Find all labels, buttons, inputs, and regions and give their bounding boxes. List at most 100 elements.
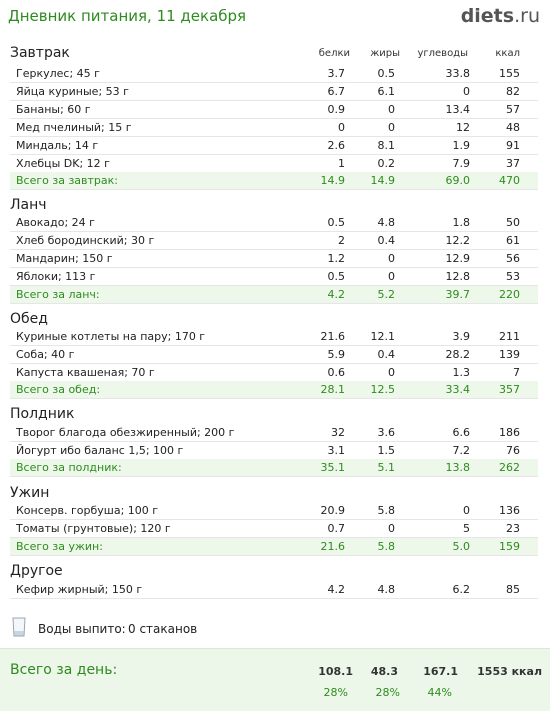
kcal-value: 23 — [506, 522, 520, 535]
fat-value: 4.8 — [377, 583, 396, 596]
protein-value: 5.9 — [327, 348, 346, 361]
carbs-value: 12 — [456, 121, 470, 134]
section-total-row: Всего за полдник: 35.1 5.1 13.8 262 — [10, 459, 538, 477]
logo-tld: ru — [520, 5, 540, 27]
kcal-value: 155 — [499, 67, 520, 80]
kcal-total: 470 — [499, 174, 520, 187]
food-name: Кефир жирный; 150 г — [16, 583, 143, 596]
fat-value: 0 — [388, 366, 395, 379]
fat-value: 0 — [388, 252, 395, 265]
food-name: Капуста квашеная; 70 г — [16, 366, 155, 379]
food-name: Йогурт ибо баланс 1,5; 100 г — [16, 444, 184, 457]
section-title-other: Другое — [10, 563, 63, 579]
food-name: Куриные котлеты на пару; 170 г — [16, 330, 206, 343]
carbs-value: 33.8 — [445, 67, 471, 80]
food-name: Томаты (грунтовые); 120 г — [16, 522, 171, 535]
fat-value: 0.5 — [377, 67, 396, 80]
water-intake: Воды выпито: 0 стаканов — [12, 617, 312, 639]
section-total-row: Всего за обед: 28.1 12.5 33.4 357 — [10, 381, 538, 399]
fat-value: 0 — [388, 121, 395, 134]
carbs-value: 12.9 — [445, 252, 471, 265]
kcal-value: 53 — [506, 270, 520, 283]
table-row: Миндаль; 14 г 2.6 8.1 1.9 91 — [10, 137, 538, 155]
food-name: Яйца куриные; 53 г — [16, 85, 129, 98]
carbs-value: 5 — [463, 522, 470, 535]
protein-total: 35.1 — [320, 461, 346, 474]
fat-value: 0 — [388, 522, 395, 535]
carbs-value: 12.2 — [445, 234, 471, 247]
protein-value: 3.7 — [327, 67, 346, 80]
day-carbs: 167.1 — [423, 665, 458, 678]
total-label: Всего за ланч: — [16, 288, 100, 301]
table-row: Кефир жирный; 150 г 4.2 4.8 6.2 85 — [10, 581, 538, 599]
total-label: Всего за завтрак: — [16, 174, 119, 187]
fat-value: 0 — [388, 103, 395, 116]
section-title-supper: Ужин — [10, 485, 50, 501]
kcal-value: 82 — [506, 85, 520, 98]
carbs-value: 7.2 — [452, 444, 471, 457]
kcal-value: 76 — [506, 444, 520, 457]
fat-value: 1.5 — [377, 444, 396, 457]
day-protein-percent: 28% — [323, 686, 348, 699]
kcal-total: 262 — [499, 461, 520, 474]
page-title: Дневник питания, 11 декабря — [8, 7, 247, 25]
water-value: 0 стаканов — [128, 622, 198, 636]
protein-value: 0.7 — [327, 522, 346, 535]
food-name: Хлебцы DK; 12 г — [16, 157, 110, 170]
kcal-value: 186 — [499, 426, 520, 439]
table-row: Мед пчелиный; 15 г 0 0 12 48 — [10, 119, 538, 137]
section-title-dinner: Обед — [10, 311, 48, 327]
table-row: Хлеб бородинский; 30 г 2 0.4 12.2 61 — [10, 232, 538, 250]
glass-icon — [12, 617, 26, 637]
fat-value: 12.1 — [370, 330, 396, 343]
kcal-value: 61 — [506, 234, 520, 247]
section-title-breakfast: Завтрак — [10, 45, 70, 61]
carbs-value: 1.9 — [452, 139, 471, 152]
protein-value: 1 — [338, 157, 345, 170]
site-logo[interactable]: diets.ru — [460, 5, 540, 27]
carbs-total: 33.4 — [445, 383, 471, 396]
day-total-label: Всего за день: — [10, 662, 118, 678]
kcal-total: 357 — [499, 383, 520, 396]
day-protein: 108.1 — [318, 665, 353, 678]
kcal-value: 85 — [506, 583, 520, 596]
protein-value: 4.2 — [327, 583, 346, 596]
kcal-value: 7 — [513, 366, 520, 379]
protein-total: 14.9 — [320, 174, 346, 187]
protein-value: 0.5 — [327, 270, 346, 283]
fat-value: 5.8 — [377, 504, 396, 517]
kcal-value: 139 — [499, 348, 520, 361]
fat-value: 0.4 — [377, 348, 396, 361]
table-row: Йогурт ибо баланс 1,5; 100 г 3.1 1.5 7.2… — [10, 442, 538, 460]
day-kcal: 1553 ккал — [477, 665, 542, 678]
table-row: Капуста квашеная; 70 г 0.6 0 1.3 7 — [10, 364, 538, 382]
fat-total: 12.5 — [370, 383, 396, 396]
protein-value: 32 — [331, 426, 345, 439]
column-header-carbs: углеводы — [417, 48, 468, 59]
carbs-total: 5.0 — [452, 540, 471, 553]
fat-value: 0.4 — [377, 234, 396, 247]
kcal-value: 56 — [506, 252, 520, 265]
section-title-lunch: Ланч — [10, 197, 47, 213]
table-row: Бананы; 60 г 0.9 0 13.4 57 — [10, 101, 538, 119]
table-row: Яйца куриные; 53 г 6.7 6.1 0 82 — [10, 83, 538, 101]
table-row: Томаты (грунтовые); 120 г 0.7 0 5 23 — [10, 520, 538, 538]
total-label: Всего за обед: — [16, 383, 101, 396]
table-row: Яблоки; 113 г 0.5 0 12.8 53 — [10, 268, 538, 286]
food-name: Мандарин; 150 г — [16, 252, 113, 265]
kcal-value: 211 — [499, 330, 520, 343]
table-row: Творог благода обезжиренный; 200 г 32 3.… — [10, 424, 538, 442]
kcal-value: 50 — [506, 216, 520, 229]
food-name: Мед пчелиный; 15 г — [16, 121, 132, 134]
fat-total: 5.2 — [377, 288, 396, 301]
header: Дневник питания, 11 декабря diets.ru — [0, 0, 550, 34]
column-header-fat: жиры — [370, 48, 400, 59]
fat-total: 5.8 — [377, 540, 396, 553]
food-name: Хлеб бородинский; 30 г — [16, 234, 155, 247]
fat-value: 3.6 — [377, 426, 396, 439]
kcal-total: 220 — [499, 288, 520, 301]
carbs-value: 6.2 — [452, 583, 471, 596]
column-header-protein: белки — [318, 48, 350, 59]
protein-value: 2.6 — [327, 139, 346, 152]
water-label: Воды выпито: — [38, 622, 126, 636]
